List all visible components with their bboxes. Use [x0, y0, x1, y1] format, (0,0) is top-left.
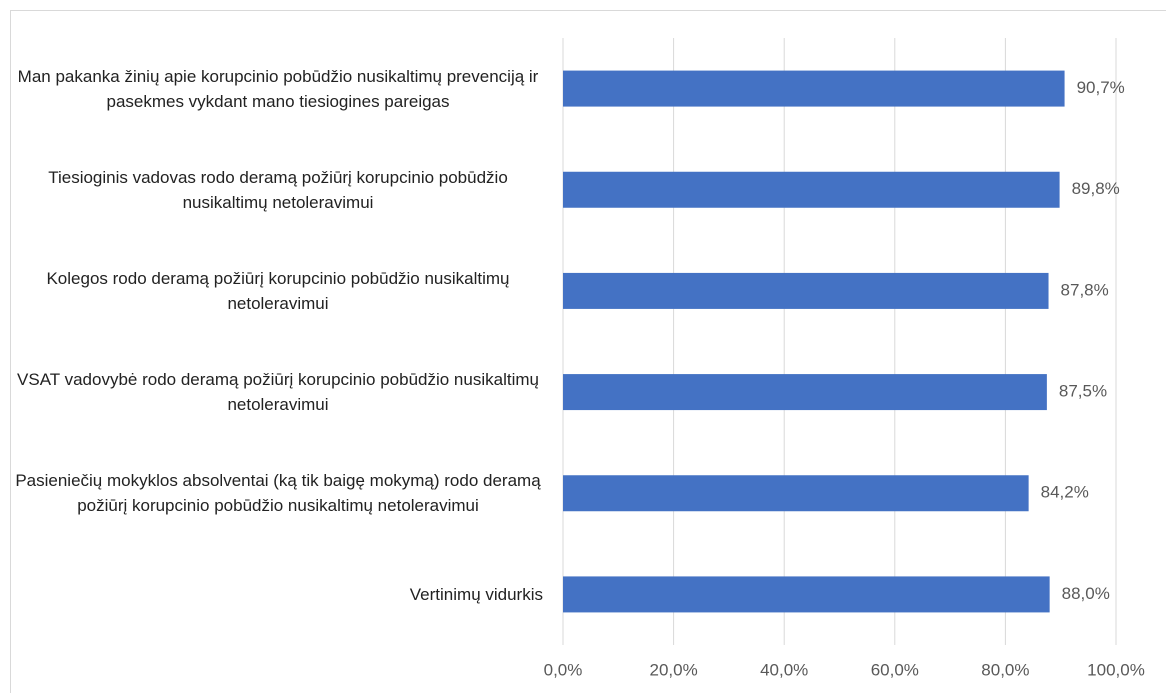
data-label: 90,7% [1077, 78, 1125, 97]
category-label-box: Tiesioginis vadovas rodo deramą požiūrį … [13, 145, 543, 235]
bar [563, 272, 1049, 309]
x-tick-label: 80,0% [981, 660, 1029, 679]
y-tick-label: Tiesioginis vadovas rodo deramą požiūrį … [48, 167, 508, 212]
category-label-box: Man pakanka žinių apie korupcinio pobūdž… [13, 44, 543, 134]
x-tick-label: 100,0% [1087, 660, 1145, 679]
data-label: 84,2% [1041, 483, 1089, 502]
y-tick-label: Man pakanka žinių apie korupcinio pobūdž… [17, 66, 539, 111]
category-label-box: VSAT vadovybė rodo deramą požiūrį korupc… [13, 347, 543, 437]
x-tick-label: 0,0% [544, 660, 583, 679]
y-tick-label: Vertinimų vidurkis [409, 584, 543, 604]
chart-frame [10, 10, 1166, 693]
data-label: 87,5% [1059, 382, 1107, 401]
bar [563, 171, 1060, 208]
y-tick-label: VSAT vadovybė rodo deramą požiūrį korupc… [17, 370, 539, 415]
data-label: 89,8% [1072, 179, 1120, 198]
x-tick-label: 60,0% [871, 660, 919, 679]
category-label-box: Vertinimų vidurkis [13, 549, 543, 639]
y-tick-label: Kolegos rodo deramą požiūrį korupcinio p… [46, 268, 510, 313]
bar [563, 576, 1050, 613]
x-tick-label: 40,0% [760, 660, 808, 679]
bar [563, 475, 1029, 512]
bar [563, 70, 1065, 107]
x-tick-label: 20,0% [649, 660, 697, 679]
bar [563, 374, 1047, 411]
category-label-box: Kolegos rodo deramą požiūrį korupcinio p… [13, 246, 543, 336]
data-label: 88,0% [1062, 584, 1110, 603]
category-label-box: Pasieniečių mokyklos absolventai (ką tik… [13, 448, 543, 538]
data-label: 87,8% [1061, 280, 1109, 299]
y-tick-label: Pasieniečių mokyklos absolventai (ką tik… [15, 471, 541, 516]
